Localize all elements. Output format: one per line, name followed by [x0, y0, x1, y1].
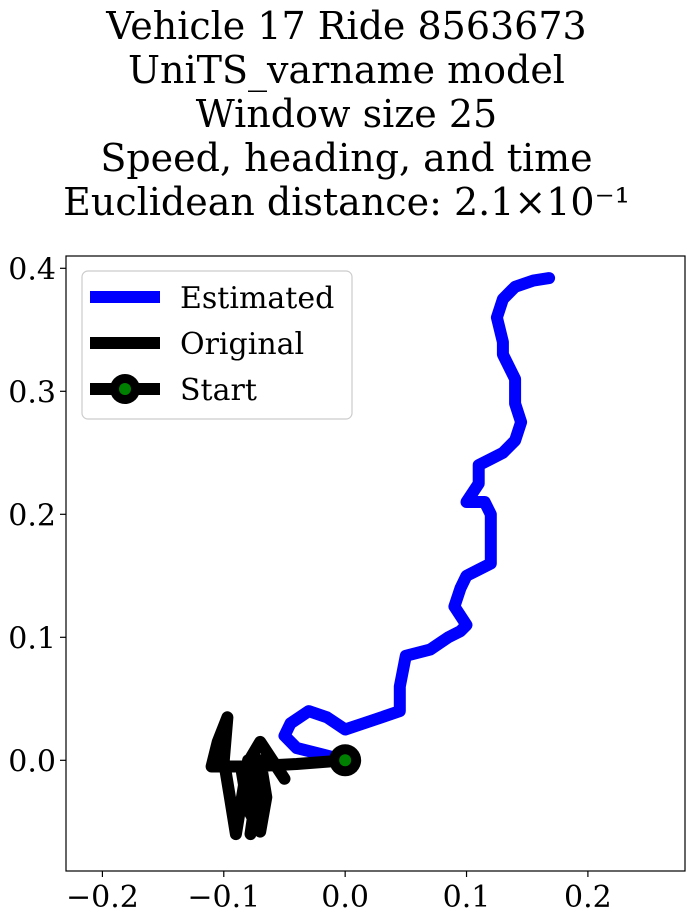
- title-line-4: Speed, heading, and time: [100, 136, 593, 180]
- y-tick-label: 0.4: [8, 252, 56, 287]
- legend-box: [81, 270, 353, 420]
- y-tick-label: 0.2: [8, 498, 56, 533]
- title-line-5: Euclidean distance: 2.1×10⁻¹: [63, 180, 630, 224]
- chart-title: Vehicle 17 Ride 8563673 UniTS_varname mo…: [0, 4, 693, 224]
- title-line-2: UniTS_varname model: [128, 48, 565, 92]
- legend: Estimated Original Start: [81, 270, 353, 420]
- start-marker-center: [339, 754, 352, 767]
- series-line-estimated: [278, 272, 556, 767]
- x-tick-label: −0.2: [66, 880, 139, 915]
- legend-swatch-start-dot: [119, 383, 131, 395]
- series-line-original: [205, 711, 352, 841]
- title-line-1: Vehicle 17 Ride 8563673: [106, 4, 587, 48]
- legend-label-start: Start: [180, 373, 257, 408]
- x-tick-label: 0.1: [443, 880, 491, 915]
- y-tick-label: 0.3: [8, 375, 56, 410]
- x-tick-label: 0.2: [564, 880, 612, 915]
- y-tick-label: 0.1: [8, 621, 56, 656]
- title-line-3: Window size 25: [195, 92, 498, 136]
- y-tick-label: 0.0: [8, 744, 56, 779]
- legend-label-estimated: Estimated: [180, 281, 334, 316]
- legend-label-original: Original: [180, 327, 304, 362]
- x-tick-label: 0.0: [321, 880, 369, 915]
- x-tick-label: −0.1: [187, 880, 260, 915]
